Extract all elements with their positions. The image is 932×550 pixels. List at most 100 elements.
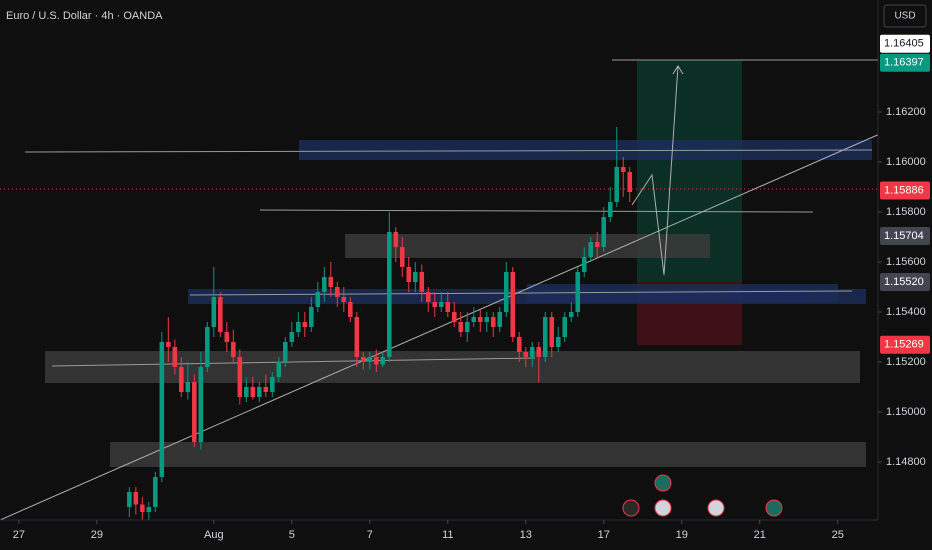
currency: USD <box>894 11 915 22</box>
candle-body <box>445 302 451 312</box>
blue-zone <box>527 284 838 302</box>
candle-body <box>529 347 535 357</box>
candle-body <box>250 387 256 397</box>
price-label: 1.15269 <box>884 339 924 351</box>
candle-body <box>516 337 522 352</box>
candle-body <box>322 277 327 292</box>
candle-body <box>341 297 347 302</box>
candle-body <box>159 342 165 477</box>
candle-body <box>549 317 555 347</box>
price-label-box <box>880 34 930 53</box>
price-label: 1.16397 <box>884 57 924 69</box>
x-tick-label: Aug <box>204 529 224 541</box>
x-tick-label: 5 <box>289 529 295 541</box>
time-axis <box>0 520 932 550</box>
candle-body <box>192 382 197 442</box>
candle-body <box>185 382 191 392</box>
candle-body <box>257 387 262 397</box>
currency-button[interactable] <box>883 4 927 28</box>
x-tick-label: 17 <box>598 529 610 541</box>
x-tick-label: 29 <box>91 529 103 541</box>
candle-body <box>263 387 269 392</box>
y-tick-label: 1.16000 <box>886 156 926 168</box>
events <box>622 474 783 517</box>
candle-body <box>367 357 373 362</box>
y-tick-label: 1.14800 <box>886 456 926 468</box>
event-icon[interactable] <box>707 499 725 517</box>
candle-body <box>542 317 548 357</box>
event-icon[interactable] <box>765 499 783 517</box>
candle-body <box>406 267 412 282</box>
price-label-box <box>880 53 930 72</box>
candle-body <box>471 317 477 322</box>
supply-zone <box>299 140 872 160</box>
candle-body <box>510 272 516 337</box>
y-tick-label: 1.15200 <box>886 356 926 368</box>
candle-body <box>140 504 145 512</box>
candle-body <box>419 272 425 292</box>
candle-body <box>464 322 470 332</box>
candle-body <box>309 307 314 327</box>
price-label: 1.15704 <box>884 230 924 242</box>
candle-body <box>328 277 334 287</box>
candle-body <box>302 322 308 327</box>
event-icon[interactable] <box>654 474 672 492</box>
x-tick-label: 21 <box>754 529 766 541</box>
candle-body <box>224 332 230 342</box>
candle-body <box>413 272 418 282</box>
price-label: 1.15520 <box>884 276 924 288</box>
horizontal-line <box>24 149 873 153</box>
event-icon[interactable] <box>654 499 672 517</box>
candle-body <box>211 297 217 327</box>
candle-body <box>153 477 158 507</box>
projection-path <box>631 65 679 276</box>
candle-body <box>205 327 210 367</box>
candle-body <box>536 347 542 357</box>
candle-body <box>387 232 392 357</box>
price-label-box <box>880 181 930 200</box>
event-icon[interactable] <box>622 499 640 517</box>
arrow-head <box>672 65 684 75</box>
candle-body <box>276 362 282 377</box>
candle-body <box>503 272 509 312</box>
y-tick-label: 1.16200 <box>886 106 926 118</box>
candle-body <box>555 337 561 347</box>
horizontal-line <box>259 209 814 213</box>
candle-body <box>354 317 360 357</box>
candle-body <box>400 247 405 267</box>
candle-body <box>146 507 152 512</box>
candle-body <box>607 202 613 217</box>
horizontal-line <box>189 290 853 296</box>
candle-body <box>133 492 139 505</box>
candle-body <box>218 297 223 332</box>
y-tick-label: 1.15600 <box>886 256 926 268</box>
x-tick-label: 13 <box>520 529 532 541</box>
x-tick-label: 25 <box>832 529 844 541</box>
horizontal-line <box>51 357 536 367</box>
candle-body <box>477 317 483 322</box>
y-tick-label: 1.15800 <box>886 206 926 218</box>
candle-body <box>620 167 626 172</box>
candle-body <box>179 367 184 392</box>
candle-body <box>601 217 607 247</box>
candle-body <box>439 302 444 307</box>
trend-line <box>0 132 883 521</box>
candle-body <box>244 387 249 397</box>
candle-body <box>426 292 431 302</box>
candle-body <box>588 242 594 257</box>
candle-body <box>270 377 275 392</box>
candle-body <box>296 322 301 332</box>
candle-body <box>497 312 503 327</box>
candle-body <box>484 317 490 322</box>
candle-body <box>231 342 236 357</box>
grey-zone <box>45 351 860 383</box>
price-label: 1.15886 <box>884 184 924 196</box>
chart-title: Euro / U.S. Dollar · 4h · OANDA <box>6 10 163 22</box>
x-tick-label: 11 <box>442 529 453 541</box>
candle-body <box>562 317 568 337</box>
price-label-box <box>880 335 930 354</box>
candle-body <box>315 292 321 307</box>
candle-body <box>458 322 464 332</box>
price-label: 1.16405 <box>884 38 924 50</box>
